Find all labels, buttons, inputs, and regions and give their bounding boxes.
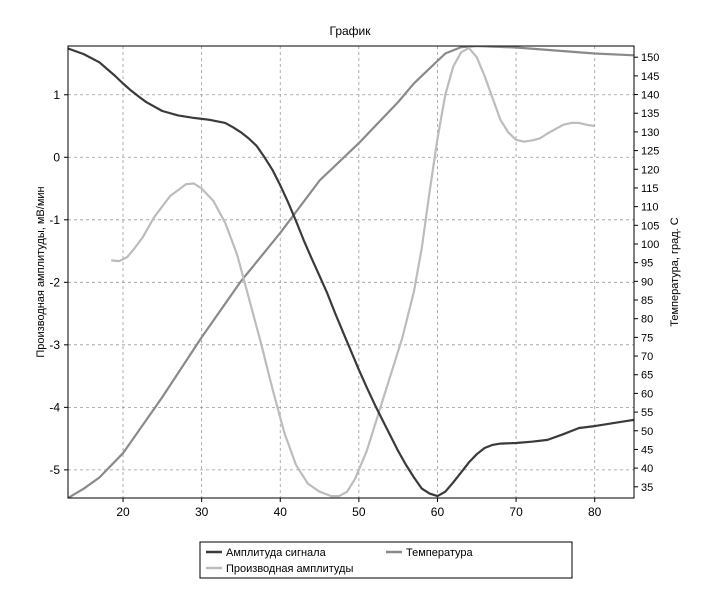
y-left-axis-label: Производная амплитуды, мВ/мин (35, 186, 47, 357)
y-right-tick-label: 75 (641, 332, 653, 344)
y-right-axis-label: Температура, град. С (669, 217, 681, 327)
y-left-tick-label: -4 (49, 400, 60, 414)
legend-label-temperature: Температура (406, 547, 474, 559)
legend: Амплитуда сигнала Температура Производная … (199, 541, 573, 579)
axes-layer (67, 45, 635, 499)
y-left-tick-label: -3 (49, 338, 60, 352)
y-right-tick-label: 105 (641, 220, 659, 232)
y-right-tick-label: 35 (641, 482, 653, 494)
y-right-tick-label: 85 (641, 295, 653, 307)
x-tick-label: 60 (431, 505, 445, 519)
y-right-tick-label: 60 (641, 388, 653, 400)
y-right-tick-label: 115 (641, 183, 659, 195)
y-left-tick-label: -1 (49, 213, 60, 227)
legend-label-amplitude: Амплитуда сигнала (226, 547, 327, 559)
legend-label-derivative: Производная амплитуды (226, 563, 353, 575)
y-right-tick-label: 95 (641, 258, 653, 270)
y-right-tick-label: 100 (641, 239, 659, 251)
x-tick-label: 70 (509, 505, 523, 519)
y-left-tick-label: -5 (49, 463, 60, 477)
y-right-tick-label: 55 (641, 407, 653, 419)
chart-title: График (330, 24, 372, 38)
grid-layer (68, 46, 634, 498)
y-right-tick-label: 50 (641, 426, 653, 438)
x-tick-label: 20 (116, 505, 130, 519)
x-tick-label: 30 (195, 505, 209, 519)
y-right-tick-label: 130 (641, 127, 659, 139)
series-line-amplitude (68, 47, 634, 498)
y-left-tick-label: 0 (53, 150, 60, 164)
series-line-temperature (68, 46, 634, 498)
x-tick-label: 80 (588, 505, 602, 519)
y-right-tick-label: 70 (641, 351, 653, 363)
tick-layer: 20 30 40 50 60 70 80 1 0 -1 -2 -3 -4 -5 35 40 45 50 55 60 65… (49, 52, 659, 519)
y-right-tick-label: 150 (641, 52, 659, 64)
x-tick-label: 50 (352, 505, 366, 519)
y-right-tick-label: 125 (641, 146, 659, 158)
y-right-tick-label: 80 (641, 314, 653, 326)
series-line-derivative (111, 46, 595, 498)
legend-box (199, 541, 573, 579)
y-left-tick-label: 1 (53, 88, 60, 102)
y-right-tick-label: 140 (641, 90, 659, 102)
y-right-tick-label: 145 (641, 71, 659, 83)
y-right-tick-label: 110 (641, 202, 659, 214)
y-right-tick-label: 135 (641, 108, 659, 120)
series-layer (68, 46, 634, 498)
y-right-tick-label: 120 (641, 164, 659, 176)
y-right-tick-label: 45 (641, 444, 653, 456)
y-left-tick-label: -2 (49, 275, 60, 289)
plot-frame (67, 45, 635, 499)
y-right-tick-label: 65 (641, 370, 653, 382)
x-tick-label: 40 (274, 505, 288, 519)
y-right-tick-label: 90 (641, 276, 653, 288)
y-right-tick-label: 40 (641, 463, 653, 475)
